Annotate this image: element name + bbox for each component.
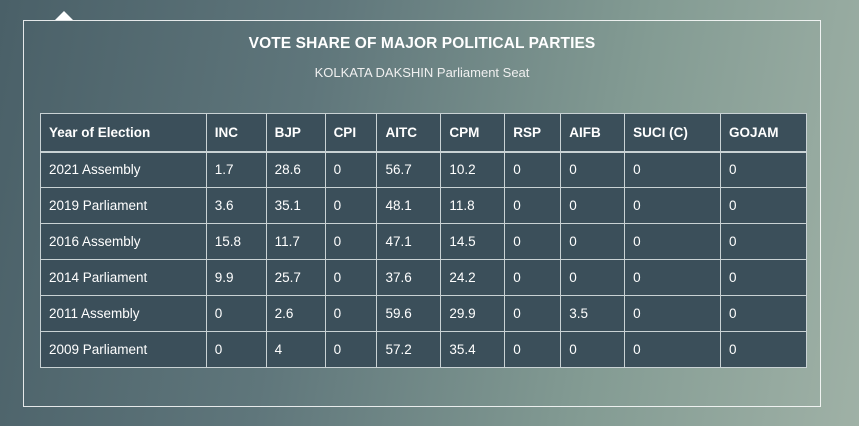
table-row: 2016 Assembly 15.8 11.7 0 47.1 14.5 0 0 … xyxy=(40,223,807,260)
table-cell: 0 xyxy=(720,187,807,224)
table-cell: 0 xyxy=(504,223,562,260)
vote-share-table: Year of Election INC BJP CPI AITC CPM RS… xyxy=(40,113,807,368)
page-subtitle: KOLKATA DAKSHIN Parliament Seat xyxy=(314,65,530,80)
table-cell: 24.2 xyxy=(440,259,506,296)
table-cell: 3.5 xyxy=(560,295,626,332)
column-header-bjp: BJP xyxy=(265,113,326,152)
panel-pointer-notch xyxy=(55,11,73,20)
column-header-year: Year of Election xyxy=(40,113,207,152)
table-cell: 14.5 xyxy=(440,223,506,260)
table-cell: 0 xyxy=(504,331,562,368)
table-cell: 9.9 xyxy=(205,259,267,296)
table-cell: 4 xyxy=(265,331,326,368)
vote-share-panel: VOTE SHARE OF MAJOR POLITICAL PARTIES KO… xyxy=(23,20,821,407)
column-header-cpi: CPI xyxy=(324,113,378,152)
table-cell: 11.8 xyxy=(440,187,506,224)
table-cell: 2016 Assembly xyxy=(40,223,207,260)
table-cell: 57.2 xyxy=(376,331,442,368)
table-cell: 0 xyxy=(504,259,562,296)
table-cell: 0 xyxy=(504,187,562,224)
table-row: 2011 Assembly 0 2.6 0 59.6 29.9 0 3.5 0 … xyxy=(40,295,807,332)
table-cell: 0 xyxy=(324,223,378,260)
table-cell: 15.8 xyxy=(205,223,267,260)
column-header-aitc: AITC xyxy=(376,113,442,152)
table-cell: 0 xyxy=(324,259,378,296)
table-cell: 2011 Assembly xyxy=(40,295,207,332)
table-cell: 0 xyxy=(624,151,722,188)
table-cell: 2.6 xyxy=(265,295,326,332)
table-cell: 0 xyxy=(324,151,378,188)
table-cell: 0 xyxy=(560,151,626,188)
table-cell: 1.7 xyxy=(205,151,267,188)
table-row: 2021 Assembly 1.7 28.6 0 56.7 10.2 0 0 0… xyxy=(40,151,807,188)
table-cell: 0 xyxy=(560,223,626,260)
table-cell: 3.6 xyxy=(205,187,267,224)
table-cell: 0 xyxy=(720,331,807,368)
table-cell: 0 xyxy=(624,187,722,224)
table-cell: 0 xyxy=(324,331,378,368)
table-cell: 0 xyxy=(504,151,562,188)
table-cell: 0 xyxy=(205,295,267,332)
table-row: 2009 Parliament 0 4 0 57.2 35.4 0 0 0 0 xyxy=(40,331,807,368)
table-cell: 29.9 xyxy=(440,295,506,332)
table-cell: 0 xyxy=(560,259,626,296)
table-cell: 0 xyxy=(560,187,626,224)
table-cell: 0 xyxy=(560,331,626,368)
table-row: 2014 Parliament 9.9 25.7 0 37.6 24.2 0 0… xyxy=(40,259,807,296)
table-header-row: Year of Election INC BJP CPI AITC CPM RS… xyxy=(40,113,807,152)
table-cell: 0 xyxy=(720,295,807,332)
column-header-rsp: RSP xyxy=(504,113,562,152)
table-cell: 28.6 xyxy=(265,151,326,188)
table-cell: 0 xyxy=(205,331,267,368)
column-header-gojam: GOJAM xyxy=(720,113,807,152)
table-cell: 0 xyxy=(324,187,378,224)
table-cell: 0 xyxy=(720,151,807,188)
table-cell: 0 xyxy=(720,223,807,260)
table-cell: 2019 Parliament xyxy=(40,187,207,224)
table-cell: 35.4 xyxy=(440,331,506,368)
table-cell: 59.6 xyxy=(376,295,442,332)
table-cell: 56.7 xyxy=(376,151,442,188)
column-header-cpm: CPM xyxy=(440,113,506,152)
page-title: VOTE SHARE OF MAJOR POLITICAL PARTIES xyxy=(248,35,596,52)
table-cell: 0 xyxy=(624,223,722,260)
table-cell: 0 xyxy=(720,259,807,296)
table-row: 2019 Parliament 3.6 35.1 0 48.1 11.8 0 0… xyxy=(40,187,807,224)
table-cell: 11.7 xyxy=(265,223,326,260)
table-cell: 2009 Parliament xyxy=(40,331,207,368)
table-cell: 0 xyxy=(624,259,722,296)
column-header-inc: INC xyxy=(205,113,267,152)
table-cell: 35.1 xyxy=(265,187,326,224)
table-cell: 48.1 xyxy=(376,187,442,224)
column-header-aifb: AIFB xyxy=(560,113,626,152)
table-cell: 10.2 xyxy=(440,151,506,188)
table-cell: 0 xyxy=(504,295,562,332)
table-cell: 0 xyxy=(324,295,378,332)
table-cell: 37.6 xyxy=(376,259,442,296)
column-header-suci: SUCI (C) xyxy=(624,113,722,152)
table-cell: 2021 Assembly xyxy=(40,151,207,188)
table-cell: 0 xyxy=(624,331,722,368)
table-cell: 2014 Parliament xyxy=(40,259,207,296)
table-cell: 0 xyxy=(624,295,722,332)
table-cell: 47.1 xyxy=(376,223,442,260)
table-cell: 25.7 xyxy=(265,259,326,296)
